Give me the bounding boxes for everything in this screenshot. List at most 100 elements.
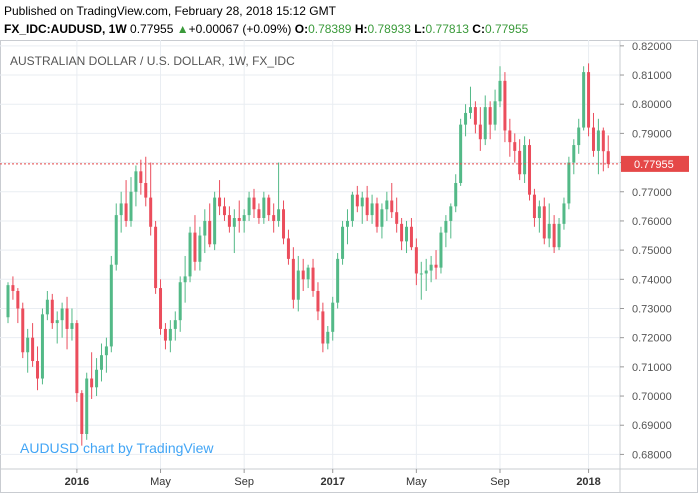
candle [55,311,59,344]
open-label: O: [294,22,309,36]
candle [316,282,320,321]
candle [434,250,438,280]
candle [370,194,374,224]
candle [390,183,394,219]
candle [286,229,290,265]
candle [104,337,108,373]
candle [562,197,566,230]
x-tick-label: 2016 [65,476,89,488]
candle [277,162,281,227]
y-tick-label: 0.74000 [632,274,672,286]
candle [429,255,433,283]
candle [493,89,497,131]
candle [547,203,551,248]
candle [267,194,271,221]
symbol-label: FX_IDC:AUDUSD, 1W [4,22,127,36]
candle [232,209,236,254]
candle [380,203,384,239]
published-info: Published on TradingView.com, February 2… [4,4,336,18]
candle [350,191,354,227]
y-tick-label: 0.75000 [632,245,672,257]
candle [414,238,418,286]
candle [40,308,44,385]
candle [203,209,207,254]
y-tick-label: 0.73000 [632,303,672,315]
candle [45,290,49,321]
candle [272,203,276,233]
chart-border [0,40,698,493]
y-tick-label: 0.70000 [632,391,672,403]
candle [424,258,428,291]
candlestick-chart: AUSTRALIAN DOLLAR / U.S. DOLLAR, 1W, FX_… [0,40,698,493]
candle [591,112,595,157]
svg-text:0.77955: 0.77955 [634,159,674,171]
candle [109,255,113,353]
y-tick-label: 0.72000 [632,333,672,345]
candle [601,127,605,172]
candle [139,159,143,195]
y-tick-label: 0.79000 [632,128,672,140]
candle [405,220,409,254]
close-value: 0.77955 [484,22,529,36]
candle [237,200,241,233]
candle [449,203,453,239]
candle [124,180,128,227]
candle [262,191,266,224]
candle [95,358,99,397]
candle [70,308,74,341]
candle [454,174,458,213]
candle [321,302,325,353]
x-tick-label: May [150,476,171,488]
change-arrow-icon: ▲ [176,22,189,36]
candle [163,323,167,350]
candle [173,311,177,341]
ohlc-line: FX_IDC:AUDUSD, 1W 0.77955 ▲+0.00067 (+0.… [4,22,528,36]
watermark-text: AUDUSD chart by TradingView [20,440,214,456]
candles [6,63,610,446]
candle [282,200,286,245]
candle [242,209,246,233]
candle [168,320,172,353]
low-label: L: [414,22,426,36]
candle [183,255,187,303]
candle [444,215,448,248]
candle [257,203,261,224]
candle [291,247,295,309]
y-tick-label: 0.71000 [632,362,672,374]
candle [301,258,305,291]
candle [21,302,25,359]
y-tick-label: 0.76000 [632,216,672,228]
candle [567,156,571,210]
candle [459,118,463,186]
candle [528,139,532,201]
candle [149,162,153,236]
candle [596,118,600,175]
candle [90,352,94,399]
high-label: H: [354,22,368,36]
candle [65,296,69,350]
x-tick-label: 2017 [320,476,344,488]
candle [385,191,389,221]
candle [557,218,561,251]
y-tick-label: 0.82000 [632,41,672,53]
candle [75,320,79,402]
x-tick-label: 2018 [576,476,600,488]
candle [208,203,212,248]
x-tick-label: Sep [234,476,254,488]
candle [188,226,192,283]
candle [572,139,576,175]
candle [129,177,133,227]
candle [464,104,468,137]
candle [193,215,197,271]
candle [154,220,158,294]
candle [355,185,359,213]
candle [336,253,340,309]
candle [577,118,581,154]
candle [114,203,118,271]
chart-grid [0,40,620,469]
candle [606,135,610,169]
candle [11,276,15,300]
candle [198,226,202,271]
candle [252,188,256,219]
candle [552,215,556,254]
